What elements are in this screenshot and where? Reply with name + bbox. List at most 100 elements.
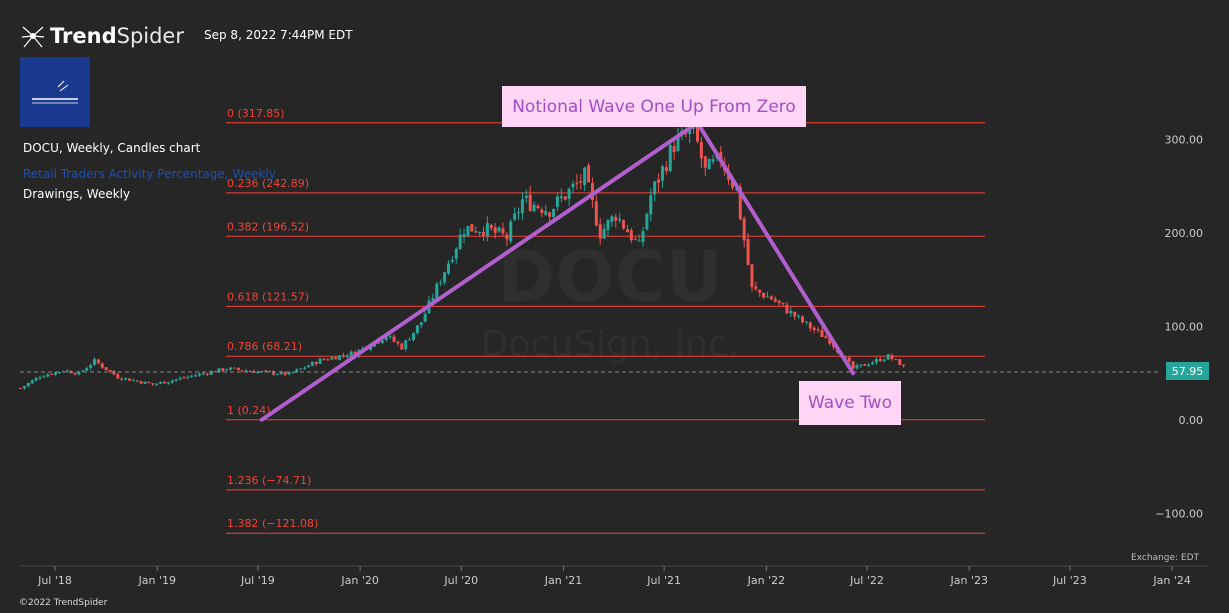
candle-body-40 <box>174 379 178 381</box>
candle-body-114 <box>462 233 466 237</box>
wave-trendline-1 <box>695 120 856 376</box>
candle-body-49 <box>209 371 213 375</box>
candle-body-152 <box>610 216 614 222</box>
candle-body-33 <box>147 382 151 384</box>
candle-body-79 <box>326 359 330 361</box>
x-tick-label-6: Jul '21 <box>646 574 681 587</box>
candle-body-205 <box>816 329 820 331</box>
candle-body-61 <box>256 371 260 374</box>
candle-body-199 <box>793 311 797 317</box>
candle-body-220 <box>874 359 878 363</box>
candle-body-80 <box>330 357 334 360</box>
candle-body-126 <box>509 221 513 242</box>
candle-body-21 <box>100 363 104 368</box>
candle-body-223 <box>886 354 890 360</box>
copyright: ©2022 TrendSpider <box>19 598 108 608</box>
candle-body-147 <box>590 183 594 201</box>
candle-body-141 <box>567 188 571 199</box>
candle-body-85 <box>349 351 353 356</box>
candle-body-112 <box>454 248 458 259</box>
candle-body-156 <box>625 229 629 233</box>
candle-body-115 <box>466 225 470 236</box>
candle-body-25 <box>116 374 120 379</box>
candle-body-149 <box>598 224 602 239</box>
candle-body-66 <box>275 374 279 376</box>
candle-body-193 <box>769 296 773 300</box>
candle-body-29 <box>131 380 135 382</box>
x-tick-label-3: Jan '20 <box>340 574 378 587</box>
candle-body-63 <box>264 370 268 372</box>
fib-label-4: 0.786 (68.21) <box>227 340 302 353</box>
x-tick-label-5: Jan '21 <box>544 574 582 587</box>
candle-body-206 <box>820 330 824 338</box>
candle-body-73 <box>303 367 307 369</box>
candle-body-165 <box>660 166 664 181</box>
candle-body-44 <box>190 375 194 377</box>
candle-body-221 <box>878 358 882 362</box>
candle-body-142 <box>571 183 575 188</box>
candle-body-51 <box>217 368 221 373</box>
candle-body-109 <box>443 272 447 283</box>
brand-name-light: Spider <box>116 24 184 48</box>
candle-body-110 <box>446 263 450 274</box>
candle-body-94 <box>384 337 388 340</box>
candle-body-121 <box>489 224 493 229</box>
candle-body-96 <box>392 336 396 342</box>
candle-body-10 <box>57 371 61 373</box>
x-tick-label-4: Jul '20 <box>443 574 478 587</box>
fib-label-0: 0 (317.85) <box>227 107 285 120</box>
candle-body-9 <box>54 372 58 375</box>
candle-body-137 <box>552 208 556 217</box>
candle-body-65 <box>271 371 275 375</box>
candle-body-143 <box>575 182 579 184</box>
wave-trendline-0 <box>259 120 700 422</box>
brand-name-bold: Trend <box>50 24 117 48</box>
candle-body-90 <box>369 346 373 350</box>
chart-date: Sep 8, 2022 7:44PM EDT <box>204 28 353 42</box>
candle-body-41 <box>178 377 182 380</box>
candle-body-168 <box>672 146 676 153</box>
brand: Trend Spider <box>20 22 184 50</box>
candle-body-201 <box>801 316 805 323</box>
candle-body-200 <box>797 315 801 317</box>
legend-drawings[interactable]: Drawings, Weekly <box>23 187 131 201</box>
candle-body-157 <box>629 230 633 241</box>
candle-body-75 <box>310 361 314 366</box>
candle-body-76 <box>314 362 318 364</box>
x-tick-label-11: Jan '24 <box>1152 574 1190 587</box>
candle-body-81 <box>334 357 338 360</box>
exchange-label: Exchange: EDT <box>1131 553 1199 563</box>
candle-body-127 <box>513 213 517 220</box>
candle-body-1 <box>22 385 26 389</box>
candle-body-144 <box>579 180 583 183</box>
candle-body-52 <box>221 368 225 371</box>
candle-body-67 <box>279 371 283 374</box>
callout-wave-one: Notional Wave One Up From Zero <box>502 86 806 127</box>
candle-body-202 <box>804 321 808 323</box>
candle-body-120 <box>485 223 489 237</box>
candle-body-225 <box>894 358 898 360</box>
candle-body-158 <box>633 238 637 240</box>
watermark-company: DocuSign, Inc. <box>481 324 739 365</box>
candle-body-178 <box>711 159 715 162</box>
candle-body-47 <box>201 373 205 375</box>
candle-body-19 <box>92 359 96 365</box>
candle-body-56 <box>236 368 240 370</box>
candle-body-145 <box>583 167 587 185</box>
legend-chart[interactable]: DOCU, Weekly, Candles chart <box>23 141 201 155</box>
candle-body-171 <box>684 132 688 135</box>
candle-body-93 <box>380 340 384 344</box>
candle-body-172 <box>688 128 692 135</box>
x-tick-label-10: Jul '23 <box>1052 574 1087 587</box>
candle-body-164 <box>657 179 661 183</box>
candle-body-204 <box>812 327 816 330</box>
candle-body-146 <box>587 165 591 183</box>
candle-body-169 <box>676 135 680 151</box>
candle-body-72 <box>299 368 303 370</box>
candle-body-140 <box>563 196 567 200</box>
candle-body-123 <box>497 227 501 232</box>
y-tick-label-2: 100.00 <box>1165 321 1204 334</box>
legend-indicator[interactable]: Retail Traders Activity Percentage, Week… <box>23 167 276 181</box>
candle-body-128 <box>517 212 521 214</box>
